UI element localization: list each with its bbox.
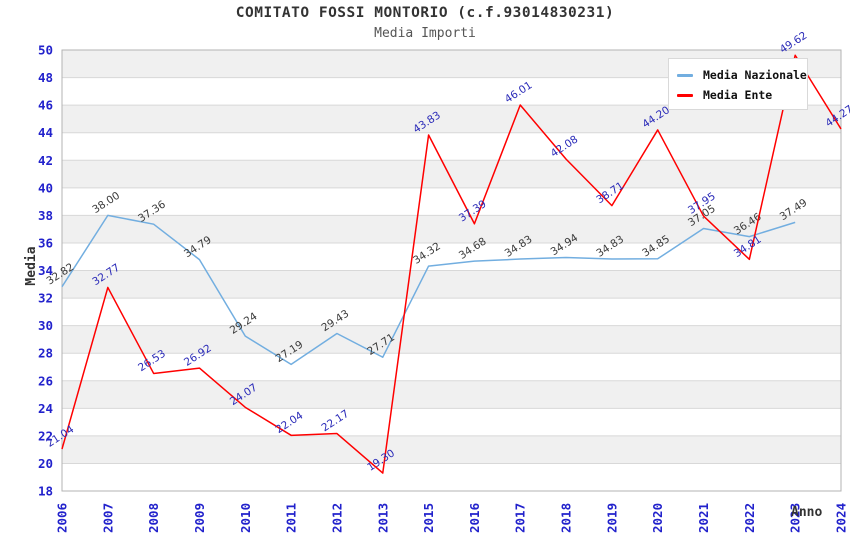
y-tick-label: 44 — [38, 125, 53, 140]
x-tick-label: 2019 — [604, 503, 619, 533]
y-tick-label: 26 — [38, 373, 53, 388]
y-tick-label: 30 — [38, 318, 53, 333]
grid-band — [62, 270, 841, 299]
grid-band — [62, 380, 841, 409]
chart-subtitle: Media Importi — [374, 26, 476, 41]
y-tick-label: 46 — [38, 98, 53, 113]
y-tick-label: 42 — [38, 153, 53, 168]
legend-item-media-nazionale: Media Nazionale — [669, 65, 807, 85]
x-tick-label: 2008 — [146, 503, 161, 533]
grid-band — [62, 408, 841, 436]
x-tick-label: 2006 — [55, 503, 70, 533]
media-ente-line-swatch — [677, 93, 693, 97]
grid-band — [62, 242, 841, 271]
legend: Media Nazionale Media Ente — [668, 58, 808, 110]
y-tick-label: 22 — [38, 428, 53, 443]
y-tick-label: 32 — [38, 291, 53, 306]
legend-item-media-ente: Media Ente — [669, 85, 807, 105]
y-tick-label: 28 — [38, 346, 53, 361]
media-nazionale-line — [61, 214, 796, 366]
x-tick-label: 2012 — [329, 503, 344, 533]
grid-band — [62, 325, 841, 354]
x-tick-label: 2021 — [696, 503, 711, 533]
media-nazionale-line-swatch — [677, 73, 693, 77]
media-ente-line — [61, 54, 842, 474]
plot-border — [61, 49, 842, 492]
x-tick-label: 2024 — [834, 503, 849, 533]
x-tick-label: 2009 — [192, 503, 207, 533]
x-tick-label: 2011 — [284, 503, 299, 533]
grid-band — [62, 353, 841, 381]
y-tick-label: 36 — [38, 235, 53, 250]
y-axis-title: Media — [24, 246, 39, 286]
grid-band — [62, 463, 841, 491]
x-tick-label: 2007 — [100, 503, 115, 533]
chart-title: COMITATO FOSSI MONTORIO (c.f.93014830231… — [235, 5, 615, 21]
x-tick-label: 2016 — [467, 503, 482, 533]
y-tick-label: 34 — [38, 263, 53, 278]
grid-band — [62, 215, 841, 243]
x-tick-label: 2015 — [421, 503, 436, 533]
y-tick-label: 40 — [38, 180, 53, 195]
legend-label-media-ente: Media Ente — [703, 88, 773, 102]
x-tick-label: 2023 — [788, 503, 803, 533]
grid-band — [62, 435, 841, 464]
grid-band — [62, 298, 841, 326]
grid-band — [62, 132, 841, 161]
y-tick-label: 48 — [38, 70, 53, 85]
legend-label-media-nazionale: Media Nazionale — [703, 68, 807, 82]
grid-band — [62, 160, 841, 188]
x-tick-label: 2017 — [513, 503, 528, 533]
y-tick-label: 38 — [38, 208, 53, 223]
grid-band — [62, 187, 841, 216]
y-tick-label: 24 — [38, 401, 53, 416]
y-tick-label: 50 — [38, 43, 53, 58]
x-axis-title: Anno — [791, 505, 823, 520]
x-tick-label: 2020 — [650, 503, 665, 533]
x-tick-label: 2013 — [375, 503, 390, 533]
y-tick-label: 18 — [38, 484, 53, 499]
y-tick-label: 20 — [38, 456, 53, 471]
x-tick-label: 2018 — [559, 503, 574, 533]
x-tick-label: 2010 — [238, 503, 253, 533]
x-tick-label: 2022 — [742, 503, 757, 533]
